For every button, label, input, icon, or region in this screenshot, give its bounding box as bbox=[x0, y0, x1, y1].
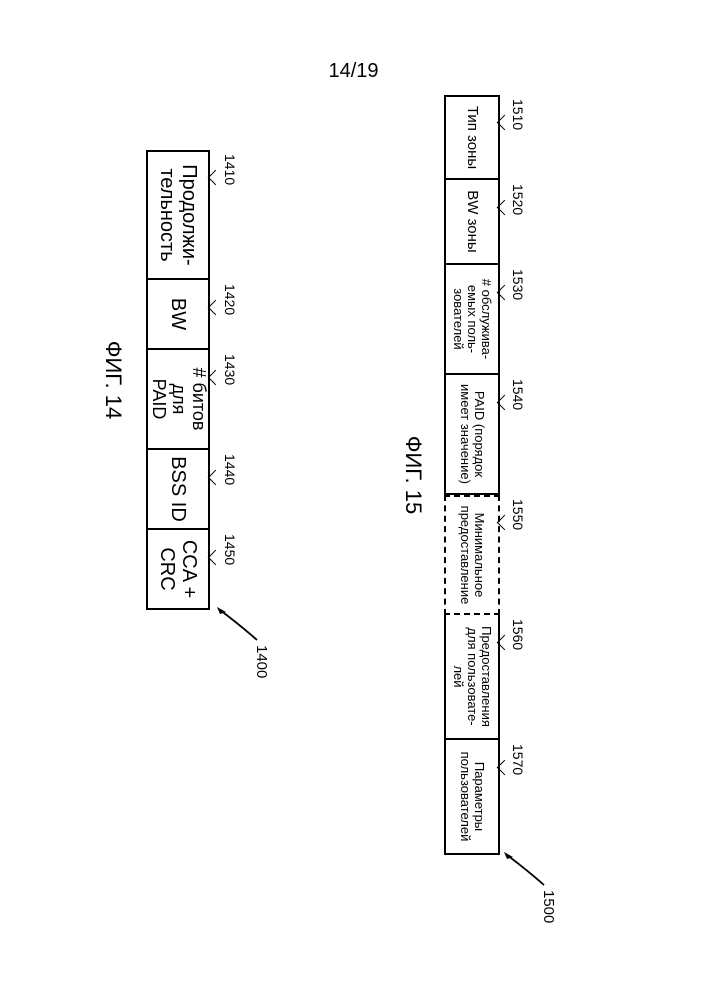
fig14-caption: ФИГ. 14 bbox=[100, 150, 126, 610]
cell-text: Параметрыпользователей bbox=[458, 752, 487, 842]
fig15-row: Тип зоны BW зоны # обслужива-емых поль-з… bbox=[444, 95, 500, 855]
page-number: 14/19 bbox=[0, 60, 707, 83]
cell-text: # обслужива-емых поль-зователей bbox=[451, 279, 494, 359]
fig14-row: Продолжи-тельность BW # битов дляPAID BS… bbox=[146, 150, 210, 610]
fig15-id-label: 1500 bbox=[540, 890, 557, 923]
ref-1510: 1510 bbox=[510, 99, 526, 130]
cell-zone-bw: BW зоны bbox=[444, 180, 500, 265]
cell-text: Минимальноепредоставление bbox=[458, 506, 487, 605]
cell-min-grant: Минимальноепредоставление bbox=[444, 495, 500, 615]
ref-1560: 1560 bbox=[510, 619, 526, 650]
cell-paid-order: PAID (порядокимеет значение) bbox=[444, 375, 500, 495]
tick-icon bbox=[208, 170, 224, 186]
cell-user-grants: Предоставлениядля пользовате-лей bbox=[444, 615, 500, 740]
cell-text: Продолжи-тельность bbox=[156, 164, 200, 265]
cell-text: BW зоны bbox=[464, 190, 481, 252]
cell-text: CCA +CRC bbox=[156, 540, 200, 598]
ref-1570: 1570 bbox=[510, 744, 526, 775]
cell-text: PAID (порядокимеет значение) bbox=[458, 384, 487, 484]
cell-bss-id: BSS ID bbox=[146, 450, 210, 530]
ref-1540: 1540 bbox=[510, 379, 526, 410]
cell-num-users: # обслужива-емых поль-зователей bbox=[444, 265, 500, 375]
cell-bits-paid: # битов дляPAID bbox=[146, 350, 210, 450]
cell-text: # битов дляPAID bbox=[148, 354, 207, 444]
ref-1550: 1550 bbox=[510, 499, 526, 530]
fig15-caption: ФИГ. 15 bbox=[400, 95, 426, 855]
tick-icon bbox=[208, 370, 224, 386]
ref-1430: 1430 bbox=[222, 354, 238, 385]
fig15-group: 1510 1520 1530 1540 1550 1560 1570 Тип з… bbox=[400, 95, 500, 855]
tick-icon bbox=[208, 470, 224, 486]
cell-text: Тип зоны bbox=[464, 106, 481, 169]
tick-icon bbox=[208, 550, 224, 566]
ref-1450: 1450 bbox=[222, 534, 238, 565]
page: 14/19 1410 1420 1430 1440 1450 Продолжи-… bbox=[0, 0, 707, 1000]
ref-1520: 1520 bbox=[510, 184, 526, 215]
ref-1420: 1420 bbox=[222, 284, 238, 315]
cell-cca-crc: CCA +CRC bbox=[146, 530, 210, 610]
ref-1440: 1440 bbox=[222, 454, 238, 485]
cell-text: Предоставлениядля пользовате-лей bbox=[451, 626, 494, 727]
ref-1530: 1530 bbox=[510, 269, 526, 300]
cell-user-params: Параметрыпользователей bbox=[444, 740, 500, 855]
tick-icon bbox=[208, 300, 224, 316]
cell-text: BSS ID bbox=[167, 456, 189, 522]
fig14-group: 1410 1420 1430 1440 1450 Продолжи-тельно… bbox=[100, 150, 210, 610]
cell-text: BW bbox=[167, 298, 189, 330]
cell-duration: Продолжи-тельность bbox=[146, 150, 210, 280]
ref-1410: 1410 bbox=[222, 154, 238, 185]
fig14-id-label: 1400 bbox=[253, 645, 270, 678]
cell-zone-type: Тип зоны bbox=[444, 95, 500, 180]
cell-bw: BW bbox=[146, 280, 210, 350]
